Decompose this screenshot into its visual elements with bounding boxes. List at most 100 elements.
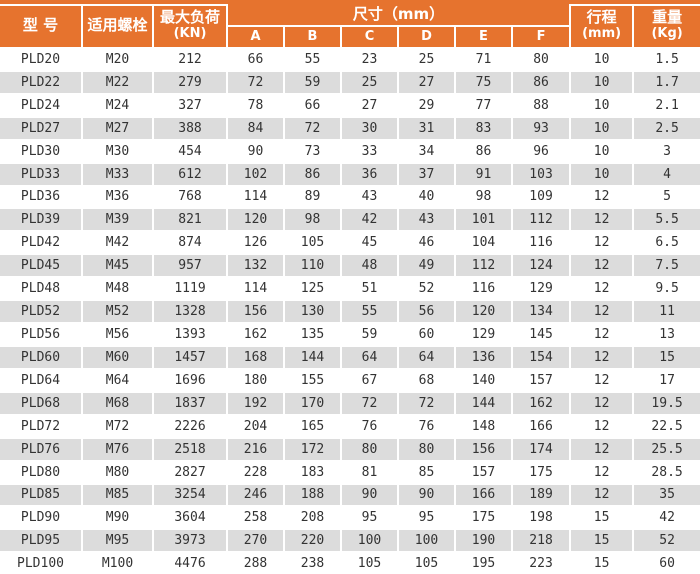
table-cell: 3254 — [152, 482, 228, 508]
table-cell: 238 — [283, 551, 342, 574]
table-cell: 15 — [569, 551, 635, 574]
table-cell: 81 — [340, 459, 399, 485]
table-cell: 223 — [510, 551, 572, 574]
table-cell: PLD60 — [0, 344, 83, 370]
table-cell: 4 — [632, 161, 700, 187]
table-cell: 1696 — [152, 367, 228, 393]
table-cell: PLD95 — [0, 528, 83, 554]
table-cell: 114 — [226, 276, 285, 302]
table-row: PLD36 M36 768 114 89 43 40 98 109 12 5 — [0, 184, 700, 210]
table-cell: 12 — [569, 436, 635, 462]
table-cell: 129 — [454, 322, 513, 347]
table-cell: 93 — [510, 115, 572, 141]
table-cell: 23 — [340, 47, 399, 72]
col-header-size-f: F — [510, 25, 572, 49]
table-row: PLD76 M76 2518 216 172 80 80 156 174 12 25.5 — [0, 436, 700, 462]
table-cell: 27 — [397, 69, 456, 95]
table-cell: 15 — [569, 505, 635, 531]
table-cell: 12 — [569, 184, 635, 210]
table-cell: PLD36 — [0, 184, 83, 210]
col-header-size-b: B — [283, 25, 342, 49]
table-cell: 12 — [569, 276, 635, 302]
table-cell: 874 — [152, 230, 228, 256]
table-cell: M90 — [81, 505, 154, 531]
table-cell: 42 — [632, 505, 700, 531]
table-cell: 189 — [510, 482, 572, 508]
table-cell: 2518 — [152, 436, 228, 462]
table-cell: M45 — [81, 253, 154, 279]
table-cell: 89 — [283, 184, 342, 210]
table-cell: 13 — [632, 322, 700, 347]
table-cell: 76 — [340, 413, 399, 439]
table-cell: 96 — [510, 138, 572, 164]
table-cell: 64 — [340, 344, 399, 370]
table-cell: M85 — [81, 482, 154, 508]
table-row: PLD22 M22 279 72 59 25 27 75 86 10 1.7 — [0, 69, 700, 95]
table-cell: M72 — [81, 413, 154, 439]
table-cell: 95 — [340, 505, 399, 531]
table-cell: 175 — [454, 505, 513, 531]
table-row: PLD45 M45 957 132 110 48 49 112 124 12 7.5 — [0, 253, 700, 279]
table-cell: 6.5 — [632, 230, 700, 256]
table-cell: 55 — [340, 299, 399, 325]
table-cell: 162 — [226, 322, 285, 347]
table-cell: PLD33 — [0, 161, 83, 187]
table-cell: 3 — [632, 138, 700, 164]
table-row: PLD27 M27 388 84 72 30 31 83 93 10 2.5 — [0, 115, 700, 141]
table-cell: 124 — [510, 253, 572, 279]
table-cell: 105 — [340, 551, 399, 574]
table-cell: 212 — [152, 47, 228, 72]
table-cell: 43 — [397, 207, 456, 233]
table-cell: PLD22 — [0, 69, 83, 95]
table-cell: 109 — [510, 184, 572, 210]
table-cell: 34 — [397, 138, 456, 164]
table-cell: 172 — [283, 436, 342, 462]
table-cell: M68 — [81, 390, 154, 416]
table-cell: 198 — [510, 505, 572, 531]
table-cell: PLD30 — [0, 138, 83, 164]
table-cell: PLD24 — [0, 92, 83, 118]
spec-table-body: PLD20 M20 212 66 55 23 25 71 80 10 1.5 PLD22 M22 279 7… — [0, 47, 700, 574]
table-cell: 157 — [454, 459, 513, 485]
table-cell: 157 — [510, 367, 572, 393]
table-cell: 116 — [510, 230, 572, 256]
col-header-bolt: 适用螺栓 — [81, 3, 154, 49]
table-cell: 228 — [226, 459, 285, 485]
table-cell: M76 — [81, 436, 154, 462]
table-cell: 5 — [632, 184, 700, 210]
table-cell: 25 — [397, 47, 456, 72]
table-cell: 15 — [632, 344, 700, 370]
table-cell: M48 — [81, 276, 154, 302]
table-cell: 166 — [454, 482, 513, 508]
table-cell: 12 — [569, 230, 635, 256]
table-cell: 90 — [226, 138, 285, 164]
spec-table: 型 号 适用螺栓 最大负荷 (KN) 尺寸（mm） 行程 (mm) 重量 — [0, 3, 700, 574]
table-cell: 80 — [510, 47, 572, 72]
table-cell: 12 — [569, 459, 635, 485]
table-cell: 15 — [569, 528, 635, 554]
table-cell: 51 — [340, 276, 399, 302]
col-header-weight-line2: (Kg) — [651, 25, 683, 41]
table-cell: M42 — [81, 230, 154, 256]
table-cell: M80 — [81, 459, 154, 485]
table-cell: 12 — [569, 413, 635, 439]
table-cell: 2226 — [152, 413, 228, 439]
table-cell: 25.5 — [632, 436, 700, 462]
table-cell: 37 — [397, 161, 456, 187]
table-cell: 165 — [283, 413, 342, 439]
table-row: PLD30 M30 454 90 73 33 34 86 96 10 3 — [0, 138, 700, 164]
table-cell: M64 — [81, 367, 154, 393]
col-header-weight: 重量 (Kg) — [632, 3, 700, 49]
table-cell: 12 — [569, 390, 635, 416]
table-row: PLD64 M64 1696 180 155 67 68 140 157 12 17 — [0, 367, 700, 393]
table-cell: 80 — [397, 436, 456, 462]
table-cell: 112 — [454, 253, 513, 279]
table-cell: 78 — [226, 92, 285, 118]
table-cell: 11 — [632, 299, 700, 325]
table-cell: 3604 — [152, 505, 228, 531]
table-cell: 135 — [283, 322, 342, 347]
table-cell: 136 — [454, 344, 513, 370]
table-cell: 155 — [283, 367, 342, 393]
table-cell: 72 — [340, 390, 399, 416]
table-cell: 42 — [340, 207, 399, 233]
